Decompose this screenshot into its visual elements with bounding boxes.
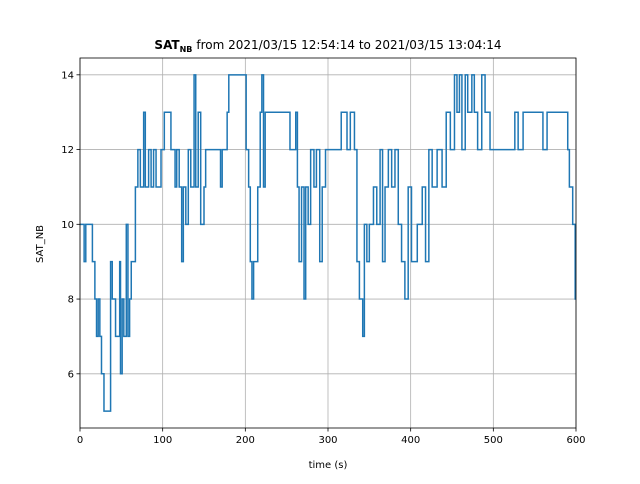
y-tick-label: 12 — [61, 145, 74, 156]
y-tick-label: 10 — [61, 220, 74, 231]
x-tick-label: 0 — [77, 435, 83, 446]
title-text: from 2021/03/15 12:54:14 to 2021/03/15 1… — [196, 38, 501, 52]
title-base: SAT — [154, 38, 180, 52]
x-tick-label: 500 — [484, 435, 503, 446]
x-tick-label: 200 — [236, 435, 255, 446]
x-tick-label: 300 — [318, 435, 337, 446]
plot-frame — [79, 57, 577, 429]
title-subscript: NB — [180, 45, 193, 54]
y-tick-label: 6 — [68, 369, 74, 380]
x-tick-label: 600 — [566, 435, 585, 446]
x-axis-label: time (s) — [309, 460, 348, 471]
y-tick-label: 14 — [61, 70, 74, 81]
x-tick-label: 100 — [153, 435, 172, 446]
x-tick-label: 400 — [401, 435, 420, 446]
chart-title: SATNB from 2021/03/15 12:54:14 to 2021/03… — [154, 38, 501, 54]
y-axis-label: SAT_NB — [35, 225, 46, 263]
y-tick-label: 8 — [68, 295, 74, 306]
data-line — [80, 74, 576, 412]
